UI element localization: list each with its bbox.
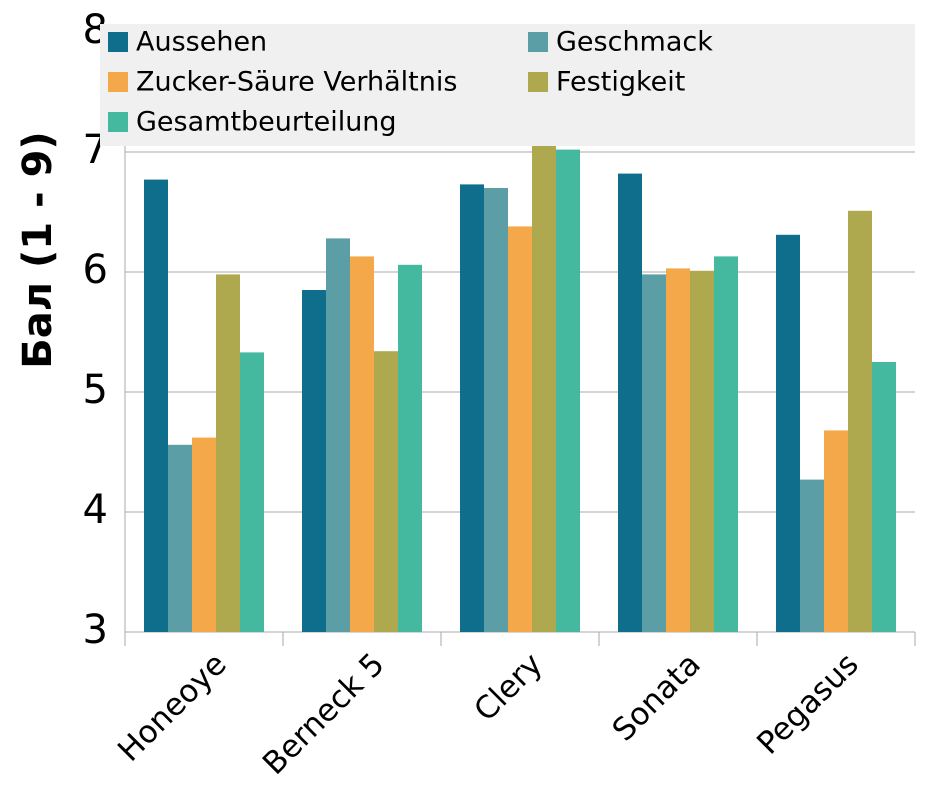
legend-box	[100, 24, 915, 146]
bar	[872, 362, 896, 632]
bar	[168, 444, 192, 632]
legend-swatch	[108, 32, 128, 52]
legend-label: Festigkeit	[556, 67, 685, 98]
bar	[848, 210, 872, 633]
bar	[690, 270, 714, 632]
x-tick-label: Honeoye	[111, 646, 234, 769]
bar	[302, 290, 326, 632]
bar	[374, 351, 398, 632]
bar	[666, 268, 690, 632]
y-tick-label: 4	[83, 487, 108, 533]
bar	[800, 479, 824, 632]
y-tick-label: 5	[83, 367, 108, 413]
x-tick-label: Clery	[467, 646, 549, 728]
bar	[144, 179, 168, 632]
bar	[618, 173, 642, 632]
bar	[398, 264, 422, 632]
x-tick-label: Berneck 5	[256, 646, 392, 782]
bar	[216, 274, 240, 632]
bar	[460, 184, 484, 632]
bar	[484, 188, 508, 632]
bar	[192, 437, 216, 632]
legend-swatch	[528, 72, 548, 92]
x-tick-label: Pegasus	[750, 646, 865, 761]
legend-swatch	[108, 112, 128, 132]
bar	[240, 352, 264, 632]
y-tick-label: 6	[83, 247, 108, 293]
bar	[556, 149, 580, 632]
bar	[642, 274, 666, 632]
x-tick-label: Sonata	[606, 646, 708, 748]
legend-label: Geschmack	[556, 27, 713, 58]
bar	[508, 226, 532, 632]
bar	[824, 430, 848, 632]
bar	[776, 234, 800, 633]
legend-label: Aussehen	[136, 27, 267, 58]
legend-swatch	[528, 32, 548, 52]
bar	[326, 238, 350, 632]
legend-swatch	[108, 72, 128, 92]
bar	[532, 143, 556, 632]
y-tick-label: 3	[83, 607, 108, 653]
legend-label: Gesamtbeurteilung	[136, 107, 397, 138]
bar	[714, 256, 738, 632]
bar	[350, 256, 374, 632]
y-axis-label: Бал (1 - 9)	[15, 131, 61, 368]
legend-label: Zucker-Säure Verhältnis	[136, 67, 457, 98]
